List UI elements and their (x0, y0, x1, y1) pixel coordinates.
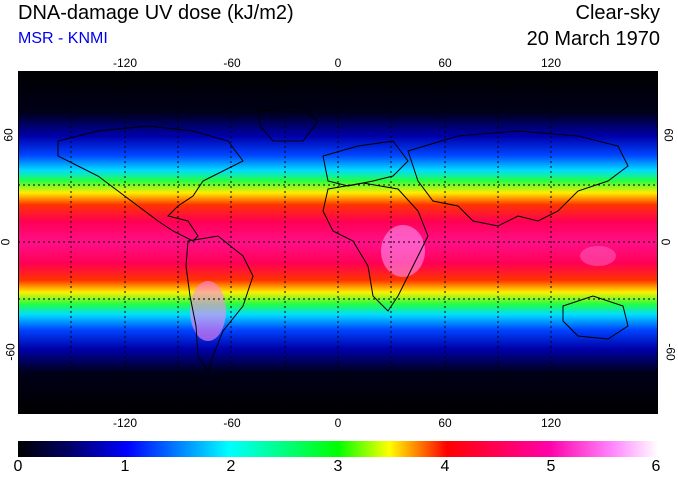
lat-tick-left-minus60: -60 (3, 343, 18, 361)
lat-tick-right-0: 0 (658, 238, 673, 246)
lon-tick-bottom-minus120: -120 (112, 416, 138, 430)
coastline-greenland (257, 105, 319, 142)
lat-tick-left-60: 60 (1, 128, 16, 142)
lon-tick-bottom-0: 0 (334, 416, 342, 430)
coastline-europe (322, 140, 409, 187)
map-border (18, 71, 658, 414)
colorbar-gradient (18, 441, 658, 457)
hotspot-africa (381, 225, 425, 277)
hotspot-south-america (190, 281, 226, 341)
lon-tick-bottom-60: 60 (438, 416, 452, 430)
colorbar-label-5: 5 (546, 458, 556, 475)
colorbar-label-1: 1 (120, 458, 130, 475)
date-label: 20 March 1970 (526, 28, 660, 50)
lon-tick-top-120: 120 (540, 56, 562, 70)
map-title: DNA-damage UV dose (kJ/m2) (18, 2, 294, 24)
coastline-australia (562, 295, 629, 340)
lon-tick-top-minus120: -120 (112, 56, 138, 70)
lon-tick-top-60: 60 (438, 56, 452, 70)
lon-tick-bottom-minus60: -60 (223, 416, 241, 430)
coastline-north-america (57, 125, 244, 242)
colorbar-label-3: 3 (333, 458, 343, 475)
colorbar-label-4: 4 (440, 458, 450, 475)
coastline-africa (322, 182, 429, 312)
lat-tick-right-60: 60 (661, 128, 676, 142)
lat-tick-right-minus60: -60 (663, 343, 678, 361)
coastline-south-america (185, 235, 254, 373)
hotspot-indonesia (580, 246, 616, 266)
colorbar-label-0: 0 (13, 458, 23, 475)
colorbar-label-6: 6 (651, 458, 661, 475)
uv-dose-map (18, 71, 658, 414)
colorbar (18, 441, 658, 457)
lon-tick-top-minus60: -60 (223, 56, 241, 70)
lat-tick-left-0: 0 (0, 239, 12, 246)
coastline-asia (407, 130, 629, 227)
colorbar-label-2: 2 (226, 458, 236, 475)
sky-condition-label: Clear-sky (575, 2, 660, 24)
lon-tick-top-0: 0 (334, 56, 342, 70)
lon-tick-bottom-120: 120 (540, 416, 562, 430)
map-subtitle: MSR - KNMI (18, 30, 108, 47)
